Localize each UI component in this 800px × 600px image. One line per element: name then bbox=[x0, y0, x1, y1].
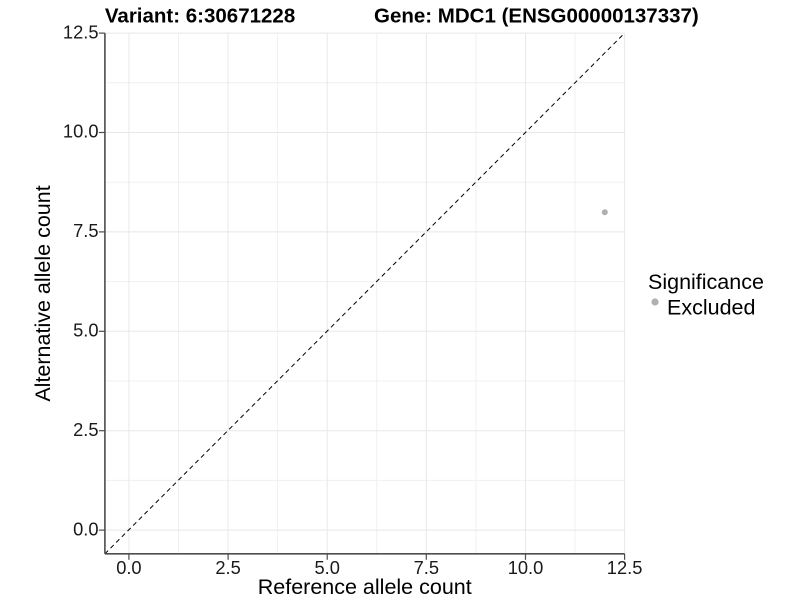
svg-text:5.0: 5.0 bbox=[73, 320, 98, 341]
svg-text:Gene: MDC1 (ENSG00000137337): Gene: MDC1 (ENSG00000137337) bbox=[374, 5, 699, 28]
svg-text:0.0: 0.0 bbox=[116, 557, 141, 578]
svg-text:2.5: 2.5 bbox=[73, 419, 98, 440]
svg-text:12.5: 12.5 bbox=[63, 21, 99, 42]
svg-text:12.5: 12.5 bbox=[607, 557, 643, 578]
svg-text:Excluded: Excluded bbox=[667, 296, 755, 320]
svg-text:Significance: Significance bbox=[648, 270, 764, 294]
svg-text:Reference allele count: Reference allele count bbox=[258, 575, 472, 599]
svg-text:Alternative allele count: Alternative allele count bbox=[31, 185, 55, 401]
svg-text:7.5: 7.5 bbox=[73, 220, 98, 241]
svg-text:Variant: 6:30671228: Variant: 6:30671228 bbox=[105, 5, 295, 28]
svg-text:0.0: 0.0 bbox=[73, 518, 98, 539]
svg-text:10.0: 10.0 bbox=[63, 121, 99, 142]
svg-text:10.0: 10.0 bbox=[508, 557, 544, 578]
svg-text:2.5: 2.5 bbox=[215, 557, 240, 578]
